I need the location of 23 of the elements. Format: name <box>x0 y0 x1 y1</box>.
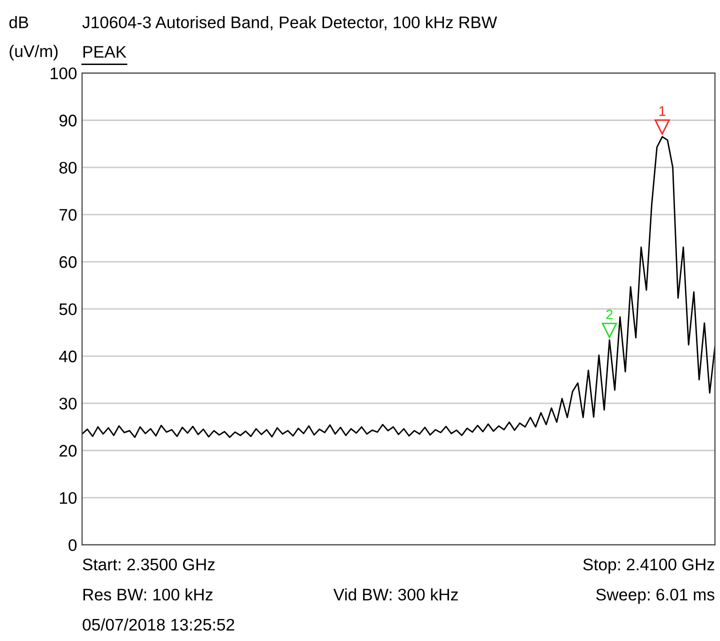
y-tick-label: 0 <box>68 539 77 552</box>
y-tick-label: 100 <box>50 67 77 80</box>
y-tick-label: 60 <box>60 256 77 268</box>
text: 05/07/2018 13:25:52 <box>82 618 234 631</box>
text: PEAK <box>83 46 126 58</box>
text: Stop: 2.4100 GHz <box>583 558 714 574</box>
chart-title: J10604-3 Autorised Band, Peak Detector, 100 kHz RBW <box>82 16 498 30</box>
text: Sweep: 6.01 ms <box>596 588 714 604</box>
annotation: 1 <box>659 106 666 116</box>
y-tick-label: 80 <box>59 162 77 174</box>
annotation: 2 <box>606 309 613 320</box>
y-tick-label: 40 <box>59 350 77 362</box>
y-tick-label: 10 <box>60 492 77 504</box>
y-tick-label: 70 <box>60 209 77 221</box>
y-tick-label: 90 <box>59 114 77 126</box>
y-tick-label: 50 <box>59 303 77 316</box>
text: Vid BW: 300 kHz <box>333 588 458 601</box>
y-tick-label: 30 <box>59 398 77 410</box>
y-axis-title: dB (uV/m) <box>9 16 58 60</box>
text: Res BW: 100 kHz <box>83 588 212 601</box>
y-tick-label: 20 <box>60 444 77 457</box>
text: Start: 2.3500 GHz <box>82 558 215 570</box>
line-series <box>82 136 715 438</box>
